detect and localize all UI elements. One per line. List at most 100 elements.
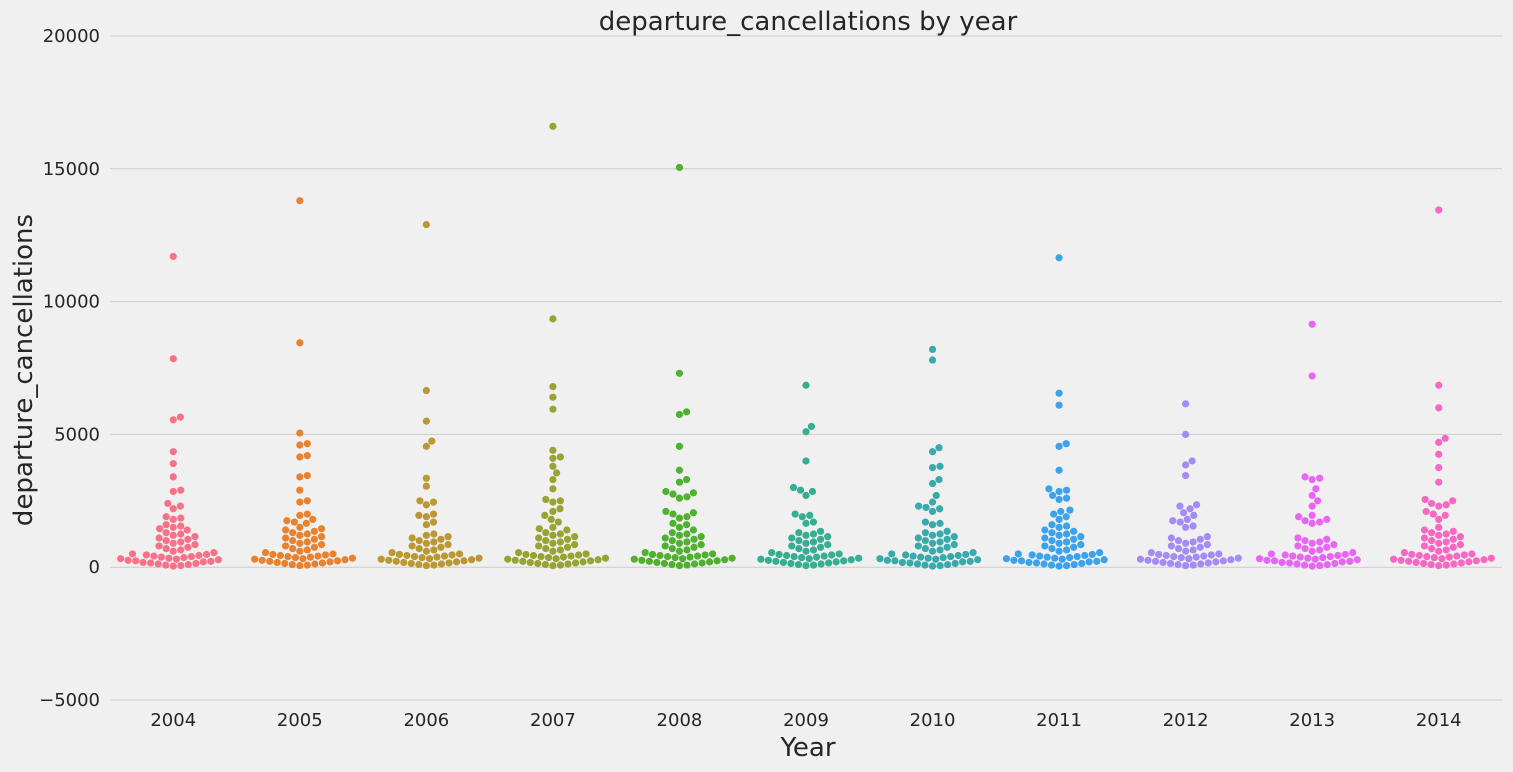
data-point-2006 (455, 550, 464, 558)
data-point-2011 (1055, 495, 1063, 504)
data-point-2005 (299, 555, 307, 563)
data-point-2011 (1017, 557, 1026, 565)
data-point-2005 (296, 473, 304, 481)
data-point-2004 (117, 555, 125, 563)
data-point-2012 (1182, 547, 1190, 555)
data-point-2008 (728, 554, 736, 562)
data-point-2009 (828, 551, 836, 559)
data-point-2007 (542, 545, 550, 553)
data-point-2013 (1316, 474, 1324, 482)
data-point-2012 (1151, 557, 1160, 565)
data-point-2011 (1025, 558, 1033, 567)
data-point-2004 (169, 355, 177, 363)
data-point-2006 (437, 543, 445, 551)
data-point-2010 (936, 530, 944, 538)
data-point-2011 (1070, 527, 1078, 535)
data-point-2013 (1308, 372, 1316, 380)
data-point-2011 (1055, 442, 1063, 450)
data-point-2008 (690, 535, 698, 543)
data-point-2012 (1167, 534, 1175, 542)
data-point-2009 (807, 422, 816, 431)
data-point-2007 (556, 561, 565, 569)
data-point-2014 (1435, 404, 1443, 412)
data-point-2009 (788, 534, 796, 542)
data-point-2010 (966, 557, 974, 565)
data-point-2014 (1442, 546, 1450, 554)
data-point-2008 (675, 523, 684, 531)
data-point-2014 (1428, 499, 1436, 508)
data-point-2012 (1185, 555, 1193, 563)
data-point-2008 (668, 560, 676, 569)
data-point-2013 (1308, 547, 1316, 555)
data-point-2006 (407, 559, 415, 568)
data-point-2004 (192, 559, 200, 568)
data-point-2014 (1435, 478, 1443, 486)
data-point-2011 (1048, 529, 1056, 537)
data-point-2013 (1319, 554, 1327, 562)
x-tick-label: 2011 (1036, 710, 1082, 731)
data-point-2004 (184, 560, 192, 569)
data-point-2006 (444, 541, 452, 549)
data-point-2011 (1041, 534, 1049, 542)
data-point-2007 (549, 315, 557, 323)
data-point-2012 (1166, 559, 1175, 568)
data-point-2009 (772, 557, 780, 565)
data-point-2013 (1301, 561, 1309, 569)
data-point-2007 (552, 555, 560, 563)
data-point-2005 (290, 518, 298, 526)
data-point-2012 (1234, 554, 1242, 562)
data-point-2004 (124, 556, 132, 564)
data-point-2009 (835, 550, 843, 558)
data-point-2007 (564, 560, 572, 568)
data-point-2008 (663, 552, 672, 561)
data-point-2009 (775, 550, 783, 559)
data-point-2004 (176, 413, 184, 421)
data-point-2014 (1430, 554, 1438, 562)
data-point-2007 (541, 511, 549, 520)
data-point-2005 (306, 553, 315, 561)
y-tick-label: 0 (89, 557, 100, 578)
data-point-2004 (162, 529, 170, 537)
data-point-2005 (296, 547, 304, 555)
data-point-2010 (944, 560, 952, 569)
data-point-2014 (1445, 553, 1453, 561)
data-point-2005 (296, 197, 304, 205)
data-point-2007 (547, 515, 555, 523)
data-point-2010 (936, 505, 944, 513)
data-point-2005 (289, 537, 297, 545)
data-point-2008 (675, 494, 684, 502)
data-point-2008 (675, 466, 684, 474)
data-point-2012 (1189, 522, 1197, 530)
data-point-2013 (1301, 537, 1309, 545)
data-point-2013 (1263, 556, 1271, 564)
data-point-2007 (549, 122, 557, 130)
data-point-2004 (177, 562, 185, 570)
data-point-2008 (661, 534, 669, 542)
data-point-2005 (303, 440, 311, 448)
data-point-2009 (805, 555, 813, 563)
data-point-2004 (169, 531, 177, 539)
data-point-2009 (802, 547, 810, 555)
data-point-2009 (817, 560, 825, 568)
data-point-2004 (165, 554, 173, 562)
data-point-2004 (155, 534, 163, 542)
data-point-2010 (943, 527, 951, 535)
data-point-2007 (544, 554, 553, 562)
data-point-2014 (1480, 556, 1488, 564)
data-point-2008 (701, 551, 709, 559)
data-point-2014 (1405, 557, 1413, 565)
data-point-2004 (191, 541, 199, 549)
data-point-2006 (422, 417, 430, 425)
data-point-2012 (1189, 538, 1197, 546)
data-point-2005 (321, 551, 330, 559)
data-point-2005 (303, 561, 311, 569)
data-point-2011 (1077, 533, 1085, 541)
data-point-2012 (1189, 561, 1197, 569)
data-point-2012 (1182, 523, 1190, 531)
data-point-2007 (556, 453, 564, 461)
data-point-2008 (697, 541, 705, 549)
data-point-2011 (1077, 541, 1085, 549)
data-point-2011 (1055, 401, 1063, 409)
data-point-2013 (1308, 511, 1316, 520)
data-point-2007 (579, 558, 587, 566)
